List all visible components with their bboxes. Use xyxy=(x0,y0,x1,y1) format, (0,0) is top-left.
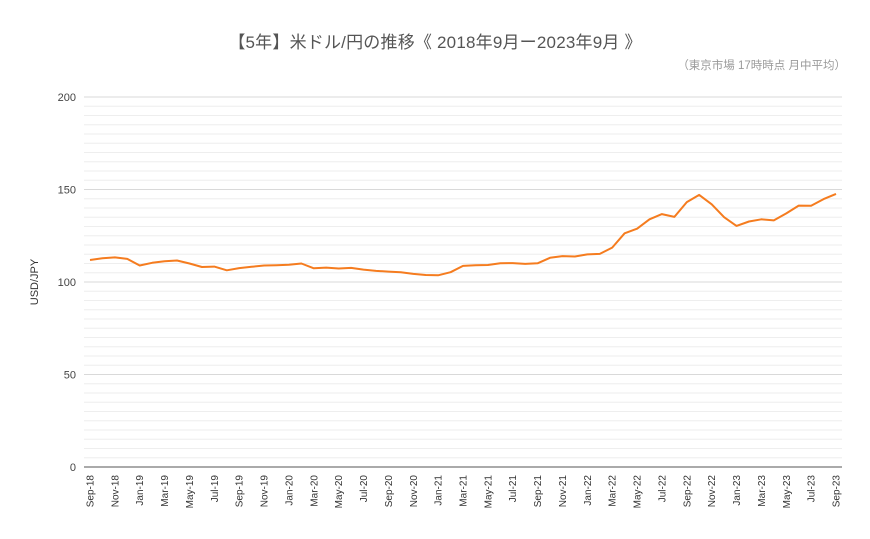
x-tick-label: Nov-21 xyxy=(558,475,569,508)
y-tick-label: 150 xyxy=(58,185,76,197)
y-axis-label: USD/JPY xyxy=(29,258,41,305)
x-tick-label: Jan-19 xyxy=(135,475,146,506)
y-tick-label: 50 xyxy=(64,370,76,382)
x-tick-label: Sep-22 xyxy=(682,475,693,508)
x-tick-label: Jul-22 xyxy=(657,475,668,503)
x-tick-label: Jan-20 xyxy=(284,475,295,506)
x-tick-label: Jul-19 xyxy=(210,475,221,503)
x-tick-label: Mar-21 xyxy=(459,475,470,507)
x-tick-label: Sep-20 xyxy=(384,475,395,508)
x-tick-label: Sep-19 xyxy=(235,475,246,508)
x-tick-label: Jul-23 xyxy=(807,475,818,503)
y-tick-label: 200 xyxy=(58,92,76,104)
x-tick-label: May-20 xyxy=(334,475,345,509)
y-axis-ticks: 0 50 100 150 200 xyxy=(58,92,76,474)
x-tick-label: Sep-18 xyxy=(86,475,97,508)
usd-jpy-line xyxy=(89,192,837,277)
x-tick-label: Nov-22 xyxy=(707,475,718,508)
x-tick-label: Mar-22 xyxy=(608,475,619,507)
x-tick-label: Jan-23 xyxy=(732,475,743,506)
x-tick-label: Jul-21 xyxy=(508,475,519,503)
gridlines xyxy=(84,96,842,459)
y-tick-label: 0 xyxy=(70,462,76,474)
x-tick-label: Jan-22 xyxy=(583,475,594,506)
x-tick-label: May-19 xyxy=(185,475,196,509)
x-tick-label: Nov-18 xyxy=(110,475,121,508)
x-tick-label: Nov-19 xyxy=(260,475,271,508)
x-tick-label: May-21 xyxy=(483,475,494,509)
x-tick-label: Nov-20 xyxy=(409,475,420,508)
chart-subtitle: （東京市場 17時時点 月中平均） xyxy=(677,60,846,72)
x-tick-label: Sep-23 xyxy=(832,475,843,508)
x-tick-label: May-22 xyxy=(633,475,644,509)
x-tick-label: Jan-21 xyxy=(434,475,445,506)
y-tick-label: 100 xyxy=(58,277,76,289)
x-tick-label: Mar-23 xyxy=(757,475,768,507)
x-axis-ticks: Sep-18 Nov-18 Jan-19 Mar-19 May-19 Jul-19 Sep-… xyxy=(86,475,843,509)
x-tick-label: Mar-20 xyxy=(309,475,320,507)
chart-title: 【5年】米ドル/円の推移《 2018年9月ー2023年9月 》 xyxy=(228,33,642,52)
x-tick-label: Mar-19 xyxy=(160,475,171,507)
x-tick-label: Jul-20 xyxy=(359,475,370,503)
x-tick-label: May-23 xyxy=(782,475,793,509)
x-tick-label: Sep-21 xyxy=(533,475,544,508)
